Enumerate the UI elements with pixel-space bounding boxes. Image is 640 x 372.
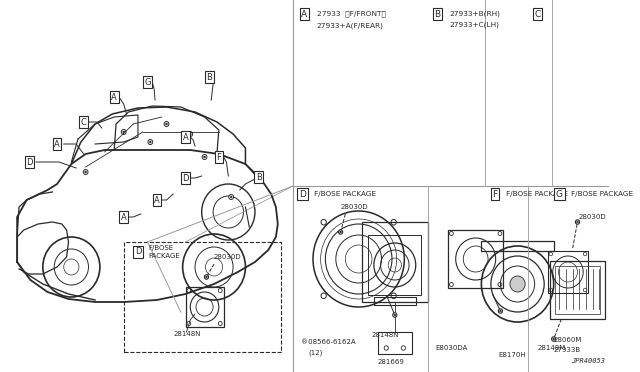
Text: 27933+B(RH): 27933+B(RH) <box>449 11 500 17</box>
Circle shape <box>553 338 554 340</box>
Text: A: A <box>111 93 117 102</box>
Circle shape <box>205 276 207 278</box>
Circle shape <box>148 140 153 144</box>
Circle shape <box>393 313 397 317</box>
Text: A: A <box>301 10 307 19</box>
Circle shape <box>188 131 193 137</box>
Text: A: A <box>182 132 188 141</box>
Text: 28030D: 28030D <box>213 254 241 260</box>
Text: F/BOSE PACKAGE: F/BOSE PACKAGE <box>314 191 376 197</box>
Text: F: F <box>492 189 497 199</box>
Bar <box>186 287 223 327</box>
Text: B: B <box>206 73 212 81</box>
Text: A: A <box>54 140 60 148</box>
Text: E8030DA: E8030DA <box>436 345 468 351</box>
Circle shape <box>394 314 396 316</box>
Text: B: B <box>256 173 262 182</box>
Bar <box>481 241 554 251</box>
Text: ®08566-6162A: ®08566-6162A <box>301 339 355 345</box>
Bar <box>555 266 600 314</box>
Text: C: C <box>534 10 541 19</box>
Circle shape <box>500 310 501 312</box>
Circle shape <box>204 275 209 279</box>
Circle shape <box>202 154 207 160</box>
Bar <box>368 235 422 295</box>
Circle shape <box>552 337 556 341</box>
Circle shape <box>83 170 88 174</box>
Circle shape <box>499 309 502 313</box>
Circle shape <box>577 221 579 223</box>
Bar <box>378 332 412 354</box>
Text: D: D <box>182 173 189 183</box>
Text: 27933  〈F/FRONT〉: 27933 〈F/FRONT〉 <box>317 11 386 17</box>
Circle shape <box>122 129 126 135</box>
Text: 281669: 281669 <box>378 359 404 365</box>
Text: 27933+C(LH): 27933+C(LH) <box>449 22 499 28</box>
Text: 27933B: 27933B <box>554 347 581 353</box>
Text: D: D <box>26 157 33 167</box>
Text: C: C <box>81 118 86 126</box>
Text: F/BOSE PACKAGE: F/BOSE PACKAGE <box>506 191 568 197</box>
Circle shape <box>189 133 191 135</box>
Text: D: D <box>134 247 141 257</box>
Circle shape <box>339 230 342 234</box>
Text: F/BOSE
PACKAGE: F/BOSE PACKAGE <box>148 245 180 259</box>
Circle shape <box>229 195 234 199</box>
Text: F/BOSE PACKAGE: F/BOSE PACKAGE <box>571 191 633 197</box>
Text: (12): (12) <box>308 349 323 356</box>
Text: 28148M: 28148M <box>538 345 566 351</box>
Text: A: A <box>154 196 160 205</box>
Circle shape <box>510 276 525 292</box>
Bar <box>124 242 281 352</box>
Text: 28148N: 28148N <box>173 331 201 337</box>
Circle shape <box>123 131 125 133</box>
Text: 28030D: 28030D <box>579 214 606 220</box>
Bar <box>548 251 588 293</box>
Text: B: B <box>435 10 441 19</box>
Circle shape <box>84 171 86 173</box>
Text: E8170H: E8170H <box>499 352 526 358</box>
Text: G: G <box>556 189 563 199</box>
Text: A: A <box>121 212 127 221</box>
Circle shape <box>204 156 205 158</box>
Circle shape <box>230 196 232 198</box>
Bar <box>448 230 503 288</box>
Text: D: D <box>299 189 306 199</box>
Bar <box>550 261 605 319</box>
Text: G: G <box>144 77 150 87</box>
Circle shape <box>166 123 168 125</box>
Circle shape <box>164 122 169 126</box>
Bar <box>374 297 416 305</box>
Bar <box>362 222 428 302</box>
Circle shape <box>340 231 341 233</box>
Text: 27933+A(F/REAR): 27933+A(F/REAR) <box>317 23 384 29</box>
Text: JPR40053: JPR40053 <box>571 358 605 364</box>
Text: F: F <box>216 153 221 161</box>
Text: 28148N: 28148N <box>372 332 399 338</box>
Text: 28060M: 28060M <box>554 337 582 343</box>
Circle shape <box>575 220 580 224</box>
Text: 28030D: 28030D <box>340 204 368 210</box>
Circle shape <box>149 141 151 143</box>
